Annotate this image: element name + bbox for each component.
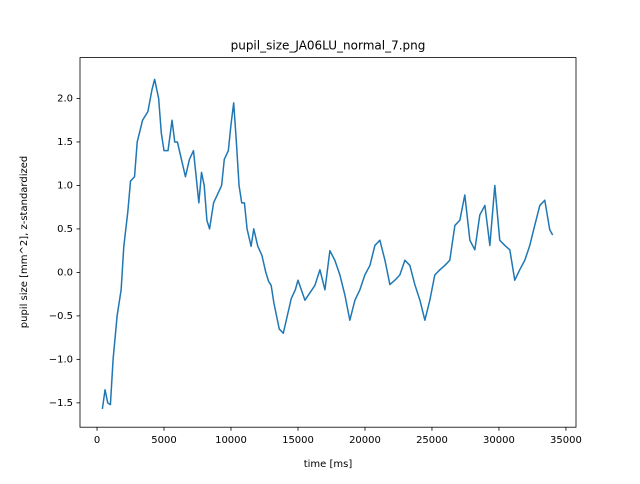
y-tick-label: 1.5 bbox=[57, 137, 73, 148]
y-tick-label: −1.5 bbox=[49, 398, 73, 409]
chart-title: pupil_size_JA06LU_normal_7.png bbox=[231, 39, 426, 53]
y-tick-label: 2.0 bbox=[57, 93, 73, 104]
y-tick-label: 1.0 bbox=[57, 180, 73, 191]
y-tick-label: 0.5 bbox=[57, 224, 73, 235]
x-axis-label: time [ms] bbox=[304, 459, 353, 470]
plot-frame bbox=[79, 57, 577, 428]
y-tick-label: −1.0 bbox=[49, 354, 73, 365]
x-tick-label: 25000 bbox=[416, 435, 448, 446]
x-tick-label: 5000 bbox=[151, 435, 176, 446]
y-axis-label: pupil size [mm^2], z-standardized bbox=[19, 156, 30, 328]
data-line bbox=[101, 78, 554, 410]
x-tick-label: 30000 bbox=[483, 435, 515, 446]
x-tick-label: 35000 bbox=[550, 435, 582, 446]
x-tick-label: 10000 bbox=[215, 435, 247, 446]
y-tick-label: 0.0 bbox=[57, 267, 73, 278]
y-tick-label: −0.5 bbox=[49, 311, 73, 322]
x-tick-label: 20000 bbox=[349, 435, 381, 446]
x-tick-label: 0 bbox=[94, 435, 100, 446]
x-tick-label: 15000 bbox=[282, 435, 314, 446]
